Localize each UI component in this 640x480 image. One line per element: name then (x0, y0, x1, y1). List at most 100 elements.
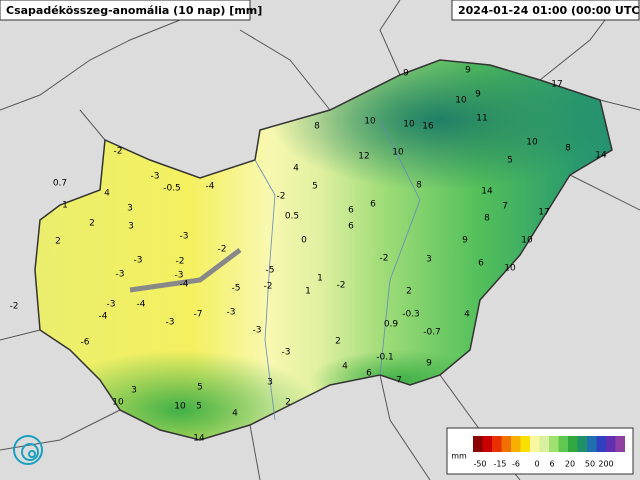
station-value: -2 (380, 254, 389, 264)
station-value: -4 (137, 300, 146, 310)
station-value: 0.7 (53, 179, 67, 189)
legend-swatch (520, 436, 530, 452)
station-value: 10 (526, 138, 538, 148)
legend-tick: -6 (512, 460, 520, 469)
station-value: -3 (134, 256, 143, 266)
station-value: -3 (282, 348, 291, 358)
station-value: 9 (462, 236, 468, 246)
station-value: 10 (112, 398, 124, 408)
station-value: 4 (464, 310, 470, 320)
legend-tick: 20 (565, 460, 575, 469)
station-value: 5 (196, 402, 202, 412)
station-value: 9 (426, 359, 432, 369)
station-value: 3 (267, 378, 273, 388)
station-value: 9 (403, 69, 409, 79)
station-value: -0.1 (376, 353, 394, 363)
station-value: -3 (151, 172, 160, 182)
station-value: 7 (396, 376, 402, 386)
station-value: 5 (197, 383, 203, 393)
station-value: 8 (314, 122, 320, 132)
legend-swatch (615, 436, 625, 452)
timestamp: 2024-01-24 01:00 (00:00 UTC) (458, 4, 640, 17)
legend-swatch (558, 436, 568, 452)
legend-swatch (501, 436, 511, 452)
station-value: -4 (180, 280, 189, 290)
station-value: 9 (465, 66, 471, 76)
logo (13, 435, 43, 465)
station-value: -3 (253, 326, 262, 336)
station-value: 8 (416, 181, 422, 191)
station-value: -7 (194, 310, 203, 320)
legend-swatch (511, 436, 521, 452)
station-value: 4 (232, 409, 238, 419)
station-value: -0.3 (402, 310, 420, 320)
station-value: 3 (426, 255, 432, 265)
legend-swatch (577, 436, 587, 452)
station-value: -4 (99, 312, 108, 322)
legend-swatch (530, 436, 540, 452)
station-value: 4 (104, 189, 110, 199)
station-value: -2 (10, 302, 19, 312)
time-box (451, 0, 640, 21)
legend-swatch (473, 436, 483, 452)
station-value: 14 (193, 434, 205, 444)
title-box (0, 0, 251, 21)
station-value: 17 (538, 208, 549, 218)
station-value: 1 (317, 274, 323, 284)
station-value: -5 (232, 284, 241, 294)
station-value: 14 (481, 187, 493, 197)
station-value: 3 (128, 222, 134, 232)
station-value: 3 (127, 204, 133, 214)
title: Csapadékösszeg-anomália (10 nap) [mm] (6, 4, 262, 17)
station-value: -3 (107, 300, 116, 310)
station-value: 8 (484, 214, 490, 224)
station-value: 9 (475, 90, 481, 100)
legend-swatch (549, 436, 559, 452)
station-value: 2 (335, 337, 341, 347)
station-value: 6 (478, 259, 484, 269)
legend-tick: -50 (473, 460, 486, 469)
station-value: 4 (342, 362, 348, 372)
station-value: 0.5 (285, 212, 299, 222)
station-value: 8 (565, 144, 571, 154)
station-value: 2 (285, 398, 291, 408)
station-value: -3 (116, 270, 125, 280)
station-value: -3 (180, 232, 189, 242)
legend-swatch (539, 436, 549, 452)
station-value: 10 (174, 402, 186, 412)
station-value: -3 (166, 318, 175, 328)
station-value: 6 (370, 200, 376, 210)
station-value: 10 (521, 236, 533, 246)
legend-tick: 6 (549, 460, 554, 469)
station-value: -0.5 (163, 184, 181, 194)
legend-swatch (606, 436, 616, 452)
station-value: 1 (62, 201, 68, 211)
station-value: 7 (502, 202, 508, 212)
station-value: -2 (176, 257, 185, 267)
legend-tick: 200 (598, 460, 613, 469)
station-value: 4 (293, 164, 299, 174)
station-value: 0 (301, 236, 307, 246)
station-value: 1 (305, 287, 311, 297)
station-value: -0.7 (423, 328, 441, 338)
station-value: 10 (455, 96, 467, 106)
legend-swatch (568, 436, 578, 452)
legend-tick: 50 (585, 460, 595, 469)
legend-swatch (492, 436, 502, 452)
legend-tick: 0 (534, 460, 539, 469)
station-value: -4 (206, 182, 215, 192)
station-value: 10 (504, 264, 516, 274)
station-value: 3 (131, 386, 137, 396)
station-value: 10 (392, 148, 404, 158)
station-value: -6 (81, 338, 90, 348)
station-value: -2 (277, 192, 286, 202)
station-value: 6 (366, 369, 372, 379)
station-value: 10 (403, 120, 415, 130)
rivers (254, 119, 421, 421)
station-value: 5 (312, 182, 318, 192)
legend-tick: -15 (493, 460, 506, 469)
station-value: 2 (89, 219, 95, 229)
station-value: 5 (507, 156, 513, 166)
